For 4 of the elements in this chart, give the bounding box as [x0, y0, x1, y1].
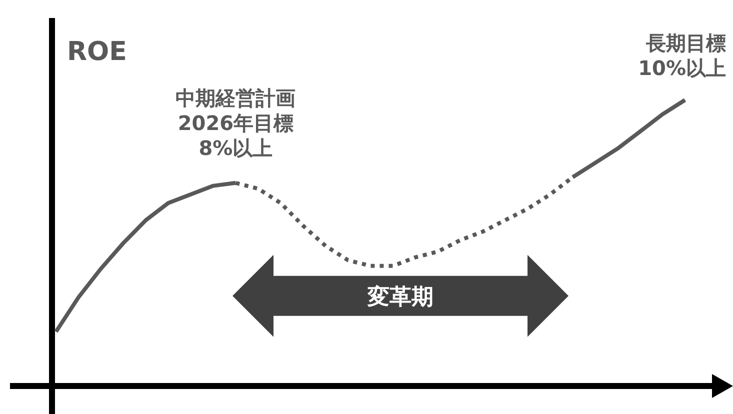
annotation: 変革期: [366, 284, 434, 310]
y-axis-title: ROE: [67, 37, 127, 67]
annotation: 中期経営計画 2026年目標 8%以上: [176, 86, 296, 160]
text: 長期目標 10%以上: [638, 31, 726, 80]
